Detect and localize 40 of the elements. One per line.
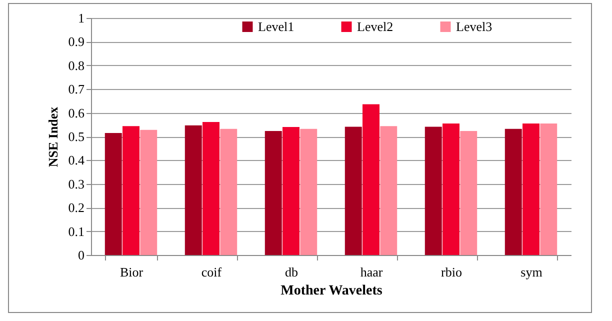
y-tick-label: 1 [78, 10, 84, 26]
x-tick-label: rbio [441, 264, 462, 280]
y-tick-label: 0.1 [68, 224, 84, 239]
bar [122, 126, 140, 255]
bar [380, 126, 398, 255]
bar [344, 126, 362, 255]
x-tick-label: Bior [120, 264, 144, 280]
y-tick-label: 0.8 [68, 58, 84, 73]
bar [104, 132, 122, 255]
x-tick-label: haar [360, 264, 384, 280]
y-tick-label: 0 [78, 248, 84, 262]
y-tick-label: 0.6 [68, 105, 85, 120]
y-axis-title: NSE Index [45, 106, 60, 168]
y-tick-label: 0.7 [68, 82, 85, 97]
legend-label: Level2 [357, 18, 394, 34]
bar [140, 130, 158, 255]
legend-label: Level1 [258, 18, 294, 34]
x-axis-title: Mother Wavelets [280, 284, 383, 298]
x-tick-label: sym [520, 264, 542, 280]
bar [282, 127, 300, 255]
bar [424, 126, 442, 255]
y-tick-label: 0.4 [68, 152, 85, 168]
x-tick-label: coif [201, 264, 222, 280]
bar [540, 123, 558, 255]
y-tick-label: 0.2 [68, 200, 84, 216]
y-tick-label: 0.3 [68, 176, 84, 192]
bar [522, 123, 540, 255]
y-tick-label: 0.5 [68, 129, 84, 144]
bar [264, 131, 282, 255]
legend-label: Level3 [456, 18, 492, 34]
bar [220, 128, 238, 255]
x-tick-label: db [285, 264, 298, 280]
bar [184, 125, 202, 255]
bar [460, 131, 478, 255]
bar [202, 122, 220, 255]
bar [442, 123, 460, 255]
bar [300, 128, 318, 255]
bar [504, 128, 522, 255]
y-tick-label: 0.9 [68, 34, 84, 50]
bar [362, 104, 380, 255]
